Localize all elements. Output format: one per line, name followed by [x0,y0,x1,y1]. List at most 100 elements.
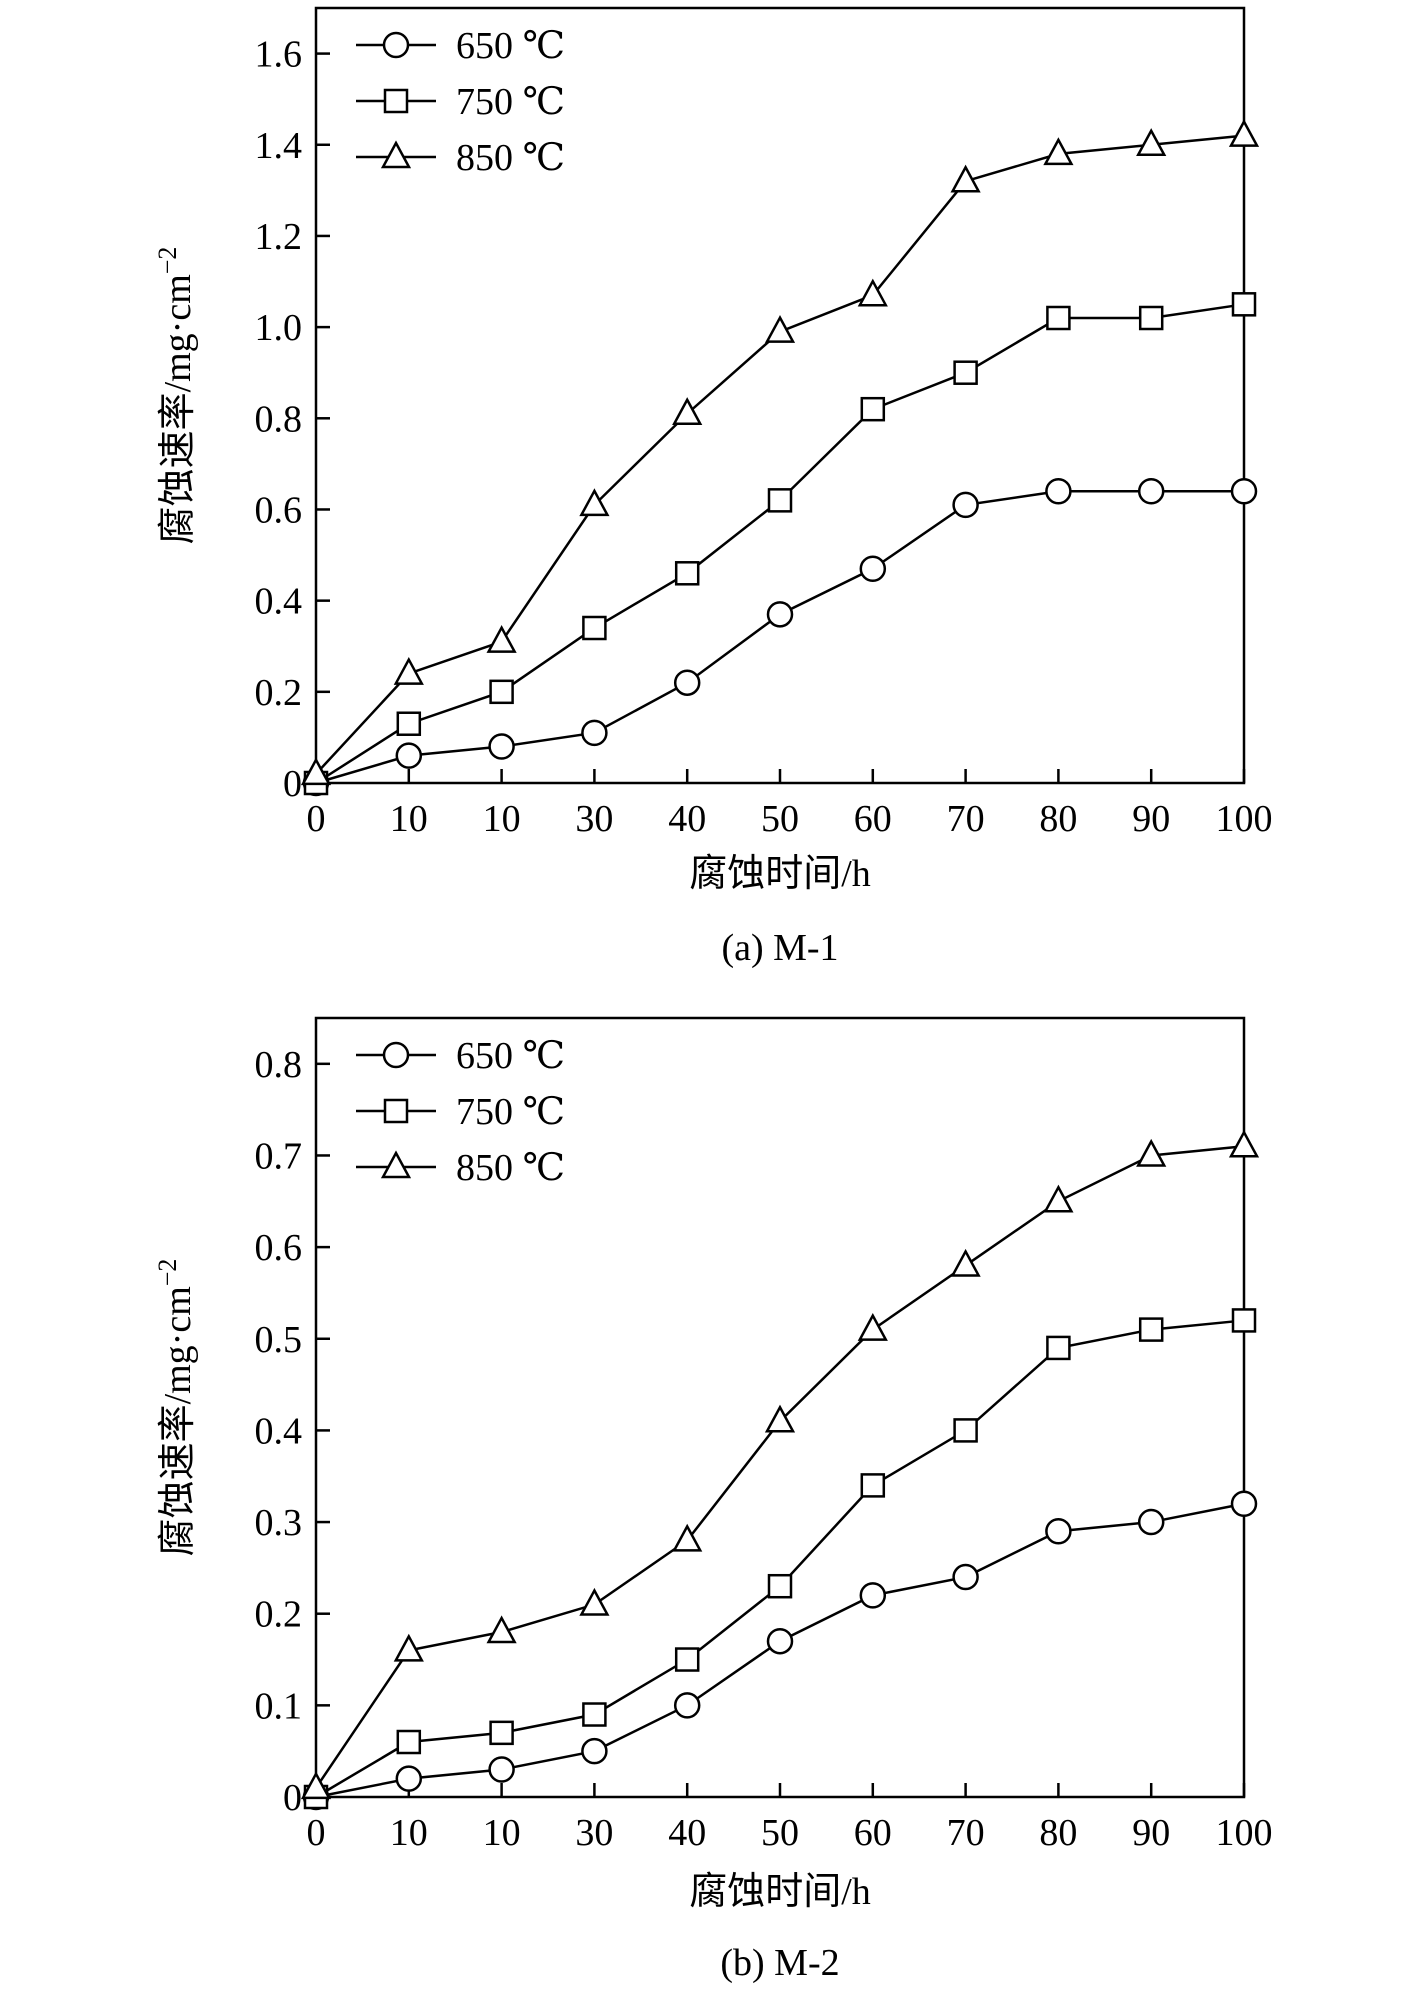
data-point-square [953,1418,978,1443]
x-tick-label: 80 [1039,1812,1077,1854]
data-point-square [1138,305,1164,331]
data-point-triangle [764,315,796,343]
data-point-square [953,360,978,385]
data-point-square [1231,292,1257,317]
data-point-triangle [672,1523,703,1552]
y-axis-label-superscript: −2 [153,1259,182,1287]
x-tick-label: 40 [668,798,706,840]
x-tick-label: 60 [854,798,892,840]
data-point-triangle [1228,119,1260,147]
data-point-triangle [764,1404,796,1433]
x-tick-label: 50 [761,1812,799,1854]
legend-label: 750 ℃ [456,81,565,123]
data-point-circle [1137,1508,1165,1536]
data-point-circle [488,733,515,760]
data-point-square [1046,305,1071,331]
x-tick-label: 10 [483,798,521,840]
data-point-triangle [950,1248,981,1277]
data-point-triangle [393,1633,424,1662]
x-tick-label: 90 [1132,1812,1170,1854]
data-point-circle [488,1756,515,1783]
data-point-triangle [1043,137,1074,166]
legend-label: 850 ℃ [456,137,565,179]
x-tick-label: 90 [1132,798,1170,840]
series-line-square [315,303,1245,785]
data-point-square [1138,1317,1164,1342]
data-point-triangle [857,278,888,307]
data-point-circle [395,742,423,769]
data-point-triangle [486,1615,517,1644]
y-tick-label: 0.6 [255,489,303,531]
data-point-square [860,1473,886,1498]
legend-marker-triangle [380,1150,412,1179]
legend-marker-circle [382,31,410,59]
data-point-triangle [857,1312,888,1341]
data-point-circle [1230,477,1258,505]
data-point-circle [952,491,979,519]
data-point-circle [1045,1517,1072,1545]
data-point-circle [581,719,608,747]
data-point-triangle [1228,1129,1260,1158]
data-point-circle [581,1737,608,1765]
data-point-square [582,1702,607,1727]
data-point-triangle [486,625,517,653]
data-point-square [396,711,422,736]
y-tick-label: 1.0 [255,307,303,349]
data-point-triangle [1043,1184,1074,1213]
data-point-circle [673,669,701,696]
data-point-square [860,396,886,422]
y-axis-label: 腐蚀速率/mg·cm−2 [153,247,199,545]
x-tick-label: 10 [390,798,428,840]
x-tick-label: 10 [483,1812,521,1854]
data-point-square [396,1729,422,1755]
y-tick-label: 0.7 [255,1135,303,1177]
data-point-triangle [579,1587,610,1616]
data-point-square [1231,1308,1257,1333]
data-point-triangle [393,656,424,685]
y-axis-label-text: 腐蚀速率/mg·cm [157,274,199,544]
legend-marker-square [383,1098,409,1124]
x-tick-label: 10 [390,1812,428,1854]
y-tick-label: 1.2 [255,216,303,258]
y-tick-label: 0.3 [255,1502,303,1544]
data-point-square [489,1720,514,1746]
data-point-circle [1137,477,1165,505]
chart-caption: (b) M-2 [720,1942,839,1984]
data-point-circle [673,1692,701,1719]
series-line-triangle [315,134,1245,775]
x-tick-label: 30 [575,1812,613,1854]
y-tick-label: 0.4 [255,581,303,623]
y-tick-label: 0.1 [255,1685,303,1727]
y-axis-label-text: 腐蚀速率/mg·cm [157,1286,199,1556]
x-tick-label: 30 [575,798,613,840]
chart-caption: (a) M-1 [721,927,838,969]
data-point-circle [859,1582,887,1609]
data-point-triangle [950,164,981,193]
x-tick-label: 0 [307,798,326,840]
data-point-triangle [300,757,332,786]
data-point-circle [952,1563,979,1591]
x-axis-label: 腐蚀时间/h [689,853,871,895]
x-tick-label: 0 [307,1812,326,1854]
x-tick-label: 70 [947,798,985,840]
y-tick-label: 1.6 [255,34,303,76]
data-point-triangle [1136,128,1167,157]
data-point-square [489,679,514,705]
y-axis-label-superscript: −2 [153,247,182,275]
data-point-circle [766,601,794,628]
data-point-square [767,488,793,513]
data-point-triangle [672,397,703,425]
data-point-circle [1045,477,1072,505]
x-tick-label: 80 [1039,798,1077,840]
data-point-square [674,561,700,586]
y-tick-label: 0.2 [255,672,303,714]
x-tick-label: 100 [1216,1812,1273,1854]
data-point-square [674,1647,700,1672]
data-point-square [1046,1335,1071,1361]
x-tick-label: 100 [1216,798,1273,840]
y-tick-label: 0.8 [255,398,303,440]
y-tick-label: 0 [283,763,302,805]
legend-marker-triangle [380,140,412,169]
plot-frame [314,6,1246,785]
x-tick-label: 40 [668,1812,706,1854]
